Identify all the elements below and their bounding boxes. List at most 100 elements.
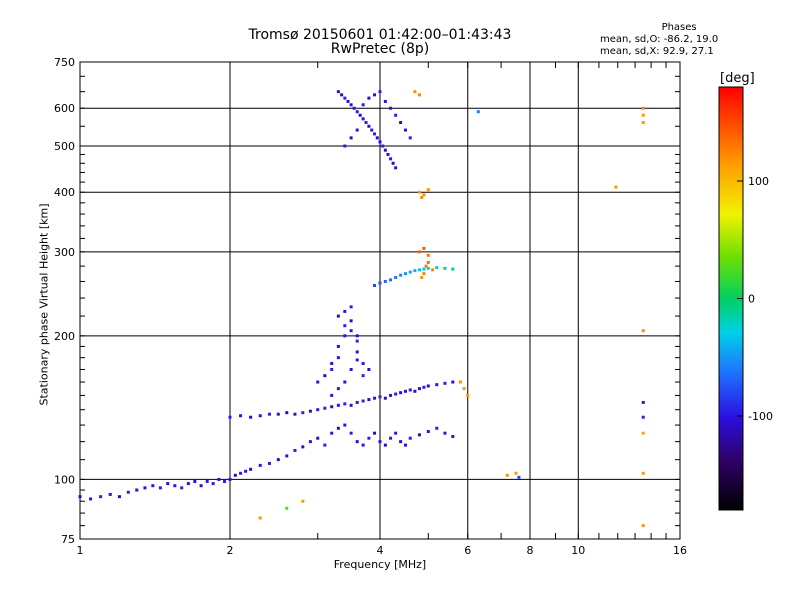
data-point [417, 190, 421, 194]
data-point [323, 374, 327, 378]
data-point [135, 488, 139, 492]
phases-x-line: mean, sd,X: 92.9, 27.1 [600, 46, 714, 57]
data-point [399, 273, 403, 277]
data-point [355, 110, 359, 114]
data-point [340, 93, 344, 97]
x-tick-label: 6 [464, 544, 471, 557]
data-point [346, 99, 350, 103]
data-point [349, 136, 353, 140]
data-point [330, 393, 334, 397]
data-point [408, 388, 412, 392]
data-point [426, 384, 430, 388]
y-tick-label: 300 [54, 246, 75, 259]
data-point [426, 266, 430, 270]
data-point [389, 106, 393, 110]
data-point [343, 144, 347, 148]
data-point [378, 395, 382, 399]
data-point [373, 93, 377, 97]
colorbar-label: [deg] [720, 71, 755, 86]
data-point [316, 408, 320, 412]
data-point [435, 266, 439, 270]
data-point [426, 260, 430, 264]
data-point [394, 431, 398, 435]
x-tick-label: 2 [227, 544, 234, 557]
data-point [378, 440, 382, 444]
colorbar-tick-label: 0 [748, 293, 755, 306]
data-point [370, 128, 374, 132]
data-point [399, 121, 403, 125]
data-point [383, 443, 387, 447]
data-point [349, 367, 353, 371]
data-point [78, 495, 82, 499]
data-point [336, 387, 340, 391]
data-point [367, 124, 371, 128]
data-point [383, 279, 387, 283]
data-point [249, 467, 253, 471]
y-tick-label: 750 [54, 56, 75, 69]
data-point [466, 393, 470, 397]
data-point [417, 268, 421, 272]
data-point [375, 136, 379, 140]
data-point [383, 99, 387, 103]
data-point [389, 436, 393, 440]
data-point [343, 423, 347, 427]
x-axis-label: Frequency [MHz] [333, 558, 427, 571]
x-tick-label: 4 [377, 544, 384, 557]
data-point [355, 440, 359, 444]
data-point [293, 412, 297, 416]
data-point [285, 506, 289, 510]
data-point [367, 398, 371, 402]
data-point [233, 473, 237, 477]
y-tick-label: 500 [54, 140, 75, 153]
data-point [205, 479, 209, 483]
y-tick-label: 75 [61, 533, 75, 546]
data-point [349, 329, 353, 333]
data-point [126, 490, 130, 494]
data-point [394, 276, 398, 280]
data-point [422, 385, 426, 389]
data-point [399, 440, 403, 444]
data-point [443, 431, 447, 435]
data-point [330, 405, 334, 409]
data-point [308, 440, 312, 444]
x-tick-label: 8 [527, 544, 534, 557]
data-point [108, 492, 112, 496]
data-point [349, 319, 353, 323]
data-point [361, 399, 365, 403]
data-point [394, 392, 398, 396]
data-point [422, 272, 426, 276]
phases-legend: Phases mean, sd,O: -86.2, 19.0 mean, sd,… [600, 22, 718, 58]
data-point [373, 132, 377, 136]
data-point [355, 400, 359, 404]
data-points [78, 90, 645, 528]
data-point [249, 415, 253, 419]
data-point [458, 380, 462, 384]
data-point [413, 269, 417, 273]
data-point [349, 403, 353, 407]
data-point [193, 479, 197, 483]
data-point [361, 374, 365, 378]
data-point [316, 436, 320, 440]
data-point [349, 103, 353, 107]
data-point [355, 334, 359, 338]
data-point [355, 350, 359, 354]
data-point [89, 497, 93, 501]
data-point [367, 436, 371, 440]
data-point [641, 121, 645, 125]
data-point [316, 380, 320, 384]
data-point [413, 90, 417, 94]
data-point [641, 431, 645, 435]
data-point [258, 516, 262, 520]
data-point [117, 495, 121, 499]
data-point [417, 250, 421, 254]
data-point [614, 185, 618, 189]
x-tick-label: 16 [673, 544, 687, 557]
data-point [641, 106, 645, 110]
data-point [476, 110, 480, 114]
data-point [422, 193, 426, 197]
chart-subtitle: RwPretec (8p) [330, 41, 430, 57]
data-point [223, 479, 227, 483]
data-point [386, 152, 390, 156]
data-point [451, 380, 455, 384]
